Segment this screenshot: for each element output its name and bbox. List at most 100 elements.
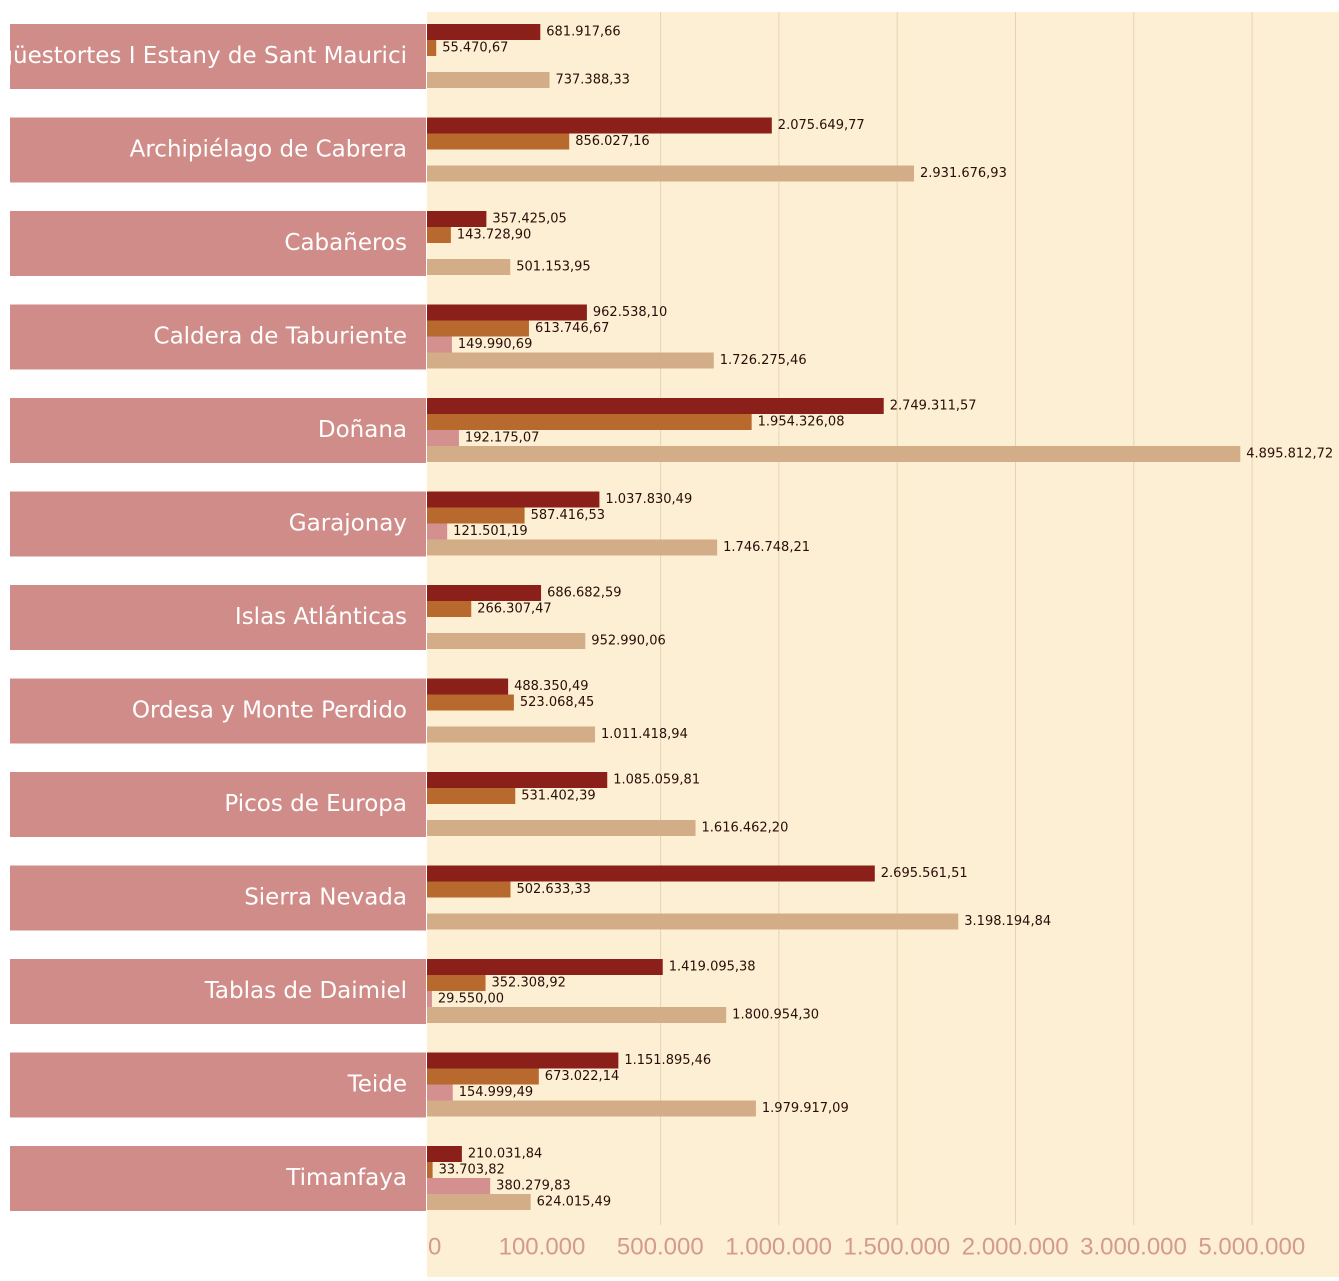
value-label: 962.538,10 — [593, 305, 667, 320]
category-label: Islas Atlánticas — [235, 604, 407, 630]
bar — [427, 633, 586, 649]
category-label: Picos de Europa — [224, 791, 407, 817]
bar — [427, 772, 608, 788]
category-label: Teide — [347, 1072, 407, 1098]
bar — [427, 133, 570, 150]
bar — [427, 788, 516, 804]
category-box — [10, 772, 426, 837]
bar — [427, 1084, 453, 1101]
category-box — [10, 491, 426, 557]
category-box — [10, 1052, 426, 1118]
bar — [427, 820, 696, 836]
value-label: 856.027,16 — [575, 134, 649, 149]
category-label: Timanfaya — [285, 1165, 407, 1191]
bar — [427, 1178, 491, 1194]
value-label: 501.153,95 — [516, 260, 590, 275]
bar — [427, 507, 525, 524]
value-label: 523.068,45 — [520, 695, 594, 710]
value-label: 210.031,84 — [468, 1147, 542, 1162]
category-label: Caldera de Taburiente — [154, 324, 407, 350]
bar — [427, 1194, 531, 1210]
value-label: 33.703,82 — [439, 1163, 505, 1178]
category-label: Archipiélago de Cabrera — [130, 137, 407, 163]
bar — [427, 430, 459, 446]
value-label: 1.800.954,30 — [732, 1008, 819, 1023]
value-label: 681.917,66 — [546, 25, 620, 40]
category-label: Doñana — [318, 417, 407, 443]
bar — [427, 165, 915, 182]
value-label: 1.954.326,08 — [758, 415, 845, 430]
category-box — [10, 1146, 426, 1211]
value-label: 737.388,33 — [555, 73, 629, 88]
value-label: 143.728,90 — [457, 228, 531, 243]
bar — [427, 959, 663, 975]
bar — [427, 259, 511, 275]
value-label: 2.075.649,77 — [778, 118, 865, 133]
value-label: 380.279,83 — [496, 1179, 570, 1194]
axis-label: 1.500.000 — [844, 1233, 951, 1260]
bar — [427, 1052, 619, 1069]
bar — [427, 585, 542, 601]
value-label: 2.749.311,57 — [890, 399, 977, 414]
value-label: 531.402,39 — [521, 789, 595, 804]
category-label: Sierra Nevada — [244, 885, 407, 911]
axis-label: 100.000 — [499, 1233, 586, 1260]
bar — [427, 881, 511, 898]
bar — [427, 726, 596, 743]
value-label: 624.015,49 — [537, 1195, 611, 1210]
category-box — [10, 211, 426, 276]
value-label: 1.085.059,81 — [613, 773, 700, 788]
bar — [427, 539, 718, 556]
value-label: 2.695.561,51 — [881, 866, 968, 881]
value-label: 502.633,33 — [516, 882, 590, 897]
value-label: 192.175,07 — [465, 431, 539, 446]
value-label: 952.990,06 — [591, 634, 665, 649]
bar — [427, 72, 550, 88]
axis-label: 1.000.000 — [725, 1233, 832, 1260]
bar — [427, 865, 875, 882]
category-label: Ordesa y Monte Perdido — [132, 698, 407, 724]
bar — [427, 1100, 756, 1117]
axis-label: 0 — [428, 1233, 441, 1260]
value-label: 29.550,00 — [438, 992, 504, 1007]
value-label: 587.416,53 — [531, 508, 605, 523]
bar — [427, 352, 714, 369]
bar — [427, 40, 437, 56]
value-label: 613.746,67 — [535, 321, 609, 336]
category-label: Garajonay — [289, 511, 407, 537]
value-label: 1.746.748,21 — [723, 540, 810, 555]
value-label: 1.151.895,46 — [624, 1053, 711, 1068]
value-label: 357.425,05 — [492, 212, 566, 227]
bar — [427, 694, 514, 711]
value-label: 55.470,67 — [442, 41, 508, 56]
value-label: 149.990,69 — [458, 337, 532, 352]
value-label: 488.350,49 — [514, 679, 588, 694]
bar — [427, 227, 451, 243]
value-label: 3.198.194,84 — [964, 914, 1051, 929]
bar — [427, 304, 587, 321]
category-box — [10, 117, 426, 183]
axis-label: 500.000 — [617, 1233, 704, 1260]
value-label: 686.682,59 — [547, 586, 621, 601]
bar — [427, 24, 541, 40]
category-box — [10, 678, 426, 744]
bar — [427, 211, 487, 227]
axis-label: 2.000.000 — [962, 1233, 1069, 1260]
category-box — [10, 304, 426, 370]
value-label: 1.011.418,94 — [601, 727, 688, 742]
bar — [427, 414, 752, 430]
bar — [427, 991, 432, 1007]
value-label: 4.895.812,72 — [1246, 447, 1333, 462]
category-box — [10, 865, 426, 931]
value-label: 1.616.462,20 — [702, 821, 789, 836]
value-label: 121.501,19 — [453, 524, 527, 539]
category-label: Tablas de Daimiel — [204, 978, 407, 1004]
bar — [427, 398, 884, 414]
bar — [427, 1007, 727, 1023]
axis-label: 3.000.000 — [1080, 1233, 1187, 1260]
bar — [427, 975, 486, 991]
bar — [427, 678, 509, 695]
value-label: 266.307,47 — [477, 602, 551, 617]
bar — [427, 913, 959, 930]
